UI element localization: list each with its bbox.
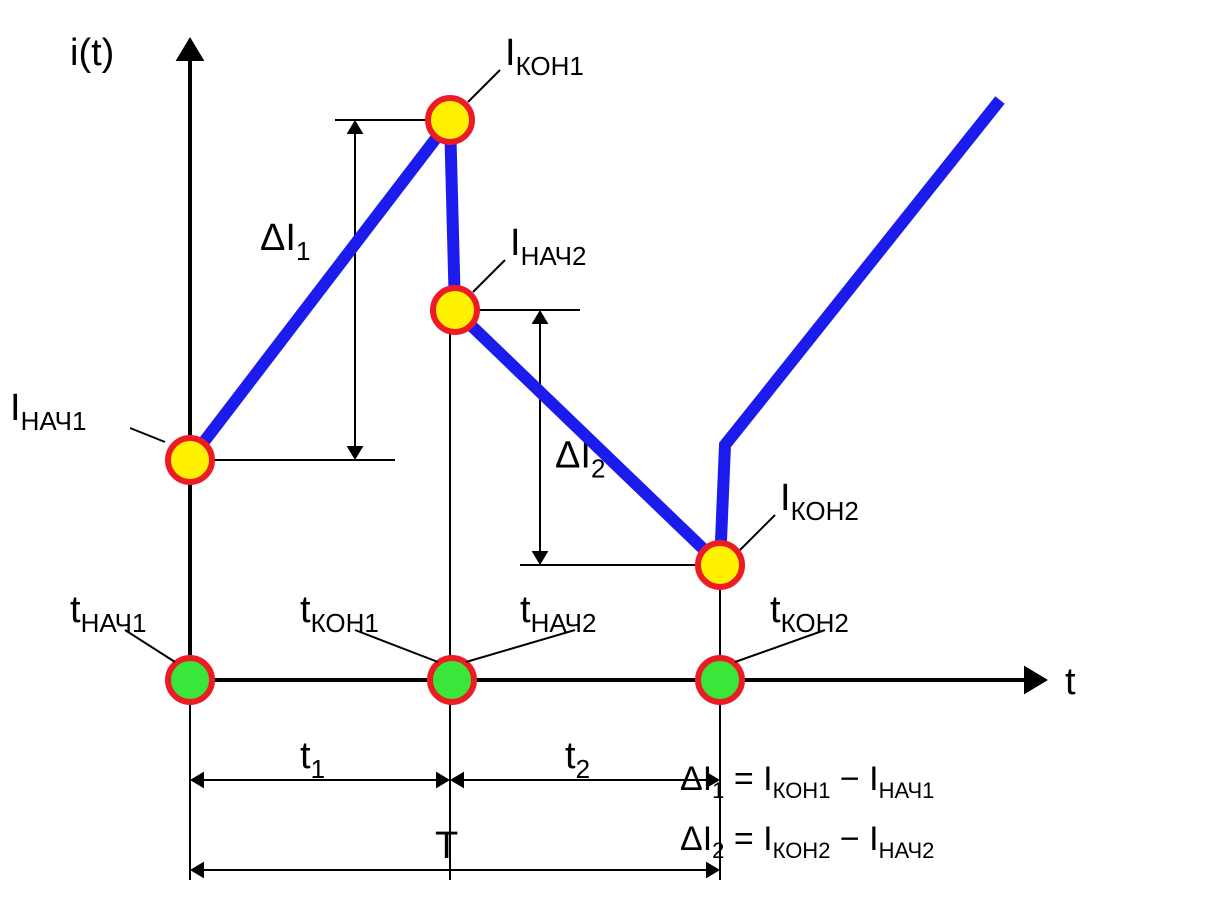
i-marker-I_kon2 bbox=[698, 543, 742, 587]
t-marker bbox=[168, 658, 212, 702]
i-marker-I_nach2 bbox=[433, 288, 477, 332]
i-marker-I_kon1 bbox=[428, 98, 472, 142]
svg-text:i(t): i(t) bbox=[70, 32, 114, 74]
svg-text:T: T bbox=[435, 825, 458, 867]
t-marker bbox=[430, 658, 474, 702]
svg-text:t: t bbox=[1065, 661, 1076, 703]
i-marker-I_nach1 bbox=[168, 438, 212, 482]
t-marker bbox=[698, 658, 742, 702]
